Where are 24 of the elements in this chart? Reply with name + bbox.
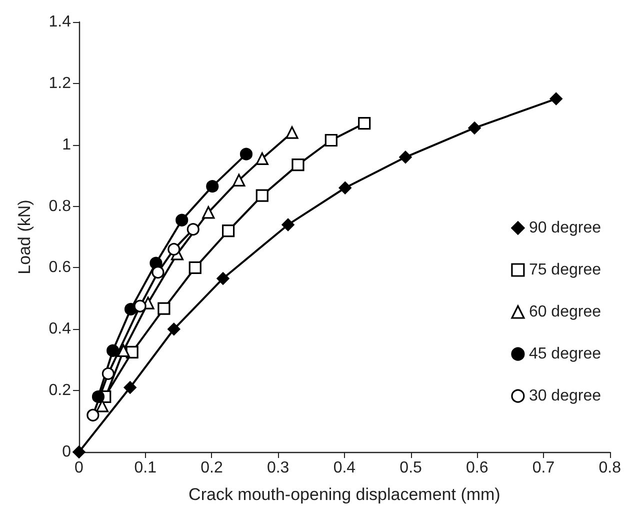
y-tick-label: 1.4 — [48, 14, 72, 30]
y-tick-label: 1 — [62, 136, 72, 154]
y-tick-label: 0.8 — [48, 198, 72, 215]
x-tick-label: 0.3 — [266, 460, 290, 476]
y-axis-title: Load (kN) — [15, 200, 34, 274]
legend-label: 75 degree — [528, 262, 602, 278]
legend-label: 45 degree — [528, 346, 602, 362]
y-tick-label: 0.6 — [48, 259, 72, 276]
x-tick-label: 0.6 — [466, 460, 488, 476]
legend-label: 90 degree — [528, 220, 602, 236]
y-tick-label: 0.4 — [48, 320, 72, 338]
x-axis-title: Crack mouth-opening displacement (mm) — [188, 485, 500, 504]
x-tick-label: 0.2 — [200, 460, 223, 476]
x-tick-label: 0.4 — [333, 460, 356, 476]
legend-label: 30 degree — [528, 388, 602, 404]
x-tick-label: 0.1 — [134, 460, 157, 476]
x-tick-label: 0.7 — [532, 460, 555, 476]
x-tick-label: 0 — [74, 460, 84, 476]
y-tick-label: 0 — [62, 444, 72, 460]
legend-label: 60 degree — [528, 304, 602, 320]
y-tick-label: 1.2 — [48, 74, 72, 92]
y-tick-label: 0.2 — [48, 382, 72, 400]
x-tick-label: 0.8 — [598, 460, 622, 476]
x-tick-label: 0.5 — [400, 460, 422, 476]
